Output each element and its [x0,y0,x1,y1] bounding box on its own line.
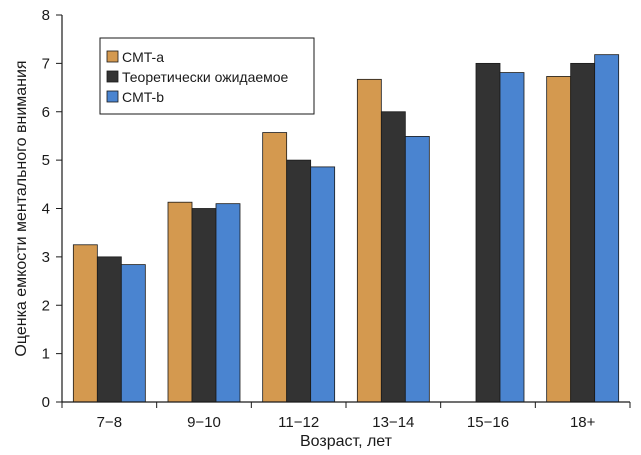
bar-3-4 [404,136,430,403]
bars-group [72,54,620,403]
bar-2-1 [96,256,122,403]
legend-swatch-1 [106,50,119,63]
bar-3-6 [594,54,620,403]
legend-swatch-3 [106,90,119,103]
x-axis-title: Возраст, лет [300,433,393,450]
axes-group: 0 1 2 3 4 5 6 7 8 7−8 9−10 11−12 13−14 15−16 18+ [42,7,631,431]
y-tick-label: 7 [42,55,50,72]
legend-label-2: Теоретически ожидаемое [122,69,289,85]
legend-label-3: CMT-b [122,89,164,105]
x-tick-label: 18+ [570,414,596,431]
bar-2-5 [475,62,501,403]
bar-3-1 [120,264,146,403]
legend-frame [99,37,315,115]
bar-1-3 [262,132,288,403]
bar-3-2 [215,203,241,403]
x-tick-label: 9−10 [187,414,221,431]
bar-1-2 [167,201,193,403]
y-tick-label: 4 [42,201,50,218]
bar-1-1 [72,244,98,403]
y-tick-label: 6 [42,104,50,121]
y-tick-label: 2 [42,297,50,314]
bar-3-5 [499,72,525,403]
x-tick-label: 13−14 [372,414,414,431]
bar-2-4 [380,111,406,403]
y-axis-title: Оценка емкости ментального внимания [13,60,30,356]
x-tick-label: 15−16 [467,414,509,431]
bar-2-3 [286,159,312,403]
bar-2-6 [570,62,596,403]
y-tick-label: 0 [42,394,50,411]
bar-2-2 [191,208,217,403]
x-tick-label: 7−8 [97,414,122,431]
legend-label-1: CMT-a [122,49,164,65]
x-tick-label: 11−12 [278,414,319,431]
y-tick-label: 1 [42,346,50,363]
legend: CMT-a Теоретически ожидаемое CMT-b [99,37,315,115]
y-tick-label: 8 [42,7,50,24]
bar-3-3 [310,166,336,403]
bar-1-4 [356,78,382,403]
legend-swatch-2 [106,70,119,83]
y-tick-label: 3 [42,249,50,266]
y-tick-label: 5 [42,152,50,169]
bar-1-6 [546,76,572,403]
